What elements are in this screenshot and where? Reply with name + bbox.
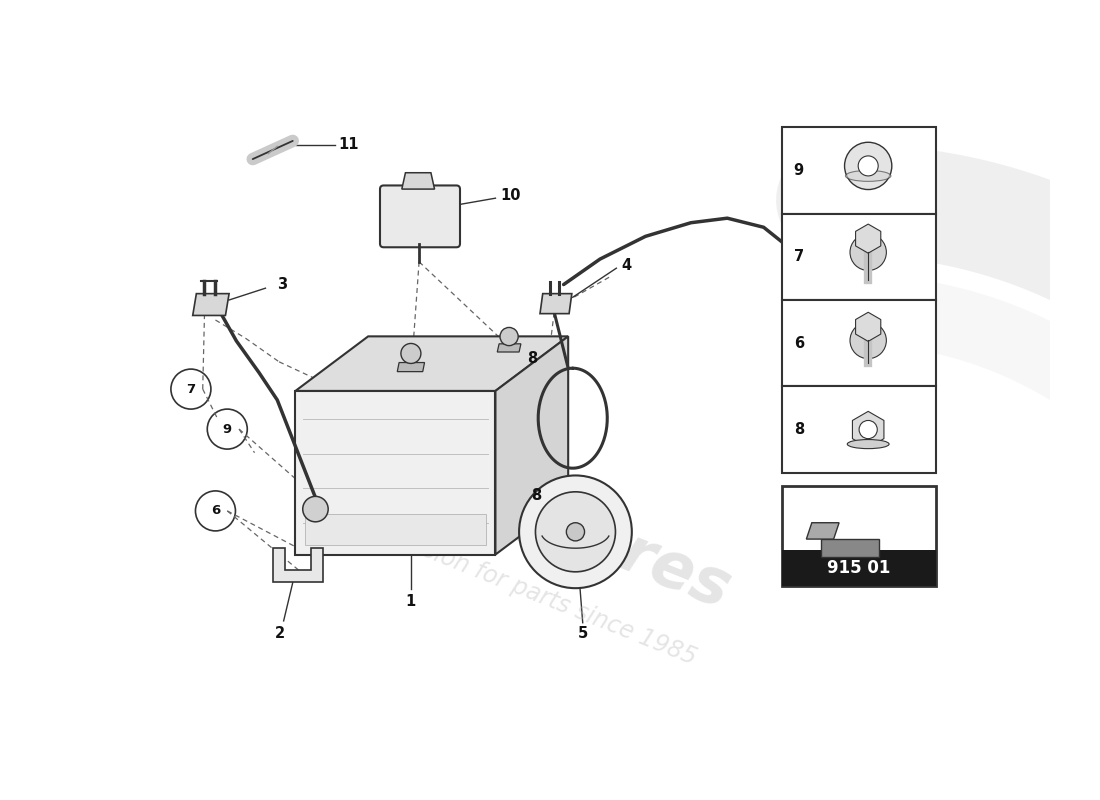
Text: 8: 8 (793, 422, 804, 437)
Polygon shape (497, 344, 521, 352)
Circle shape (850, 322, 887, 358)
Text: a passion for parts since 1985: a passion for parts since 1985 (360, 514, 700, 670)
Bar (782, 550, 936, 586)
Polygon shape (192, 294, 229, 315)
Text: 5: 5 (578, 626, 587, 641)
Circle shape (500, 327, 518, 346)
Polygon shape (806, 522, 839, 539)
Circle shape (400, 343, 421, 363)
Text: 9: 9 (222, 422, 232, 435)
Polygon shape (852, 411, 884, 448)
Polygon shape (296, 336, 569, 391)
Polygon shape (495, 336, 569, 554)
Text: 3: 3 (277, 277, 287, 292)
Text: 8: 8 (527, 350, 537, 366)
Polygon shape (540, 294, 572, 314)
Text: 915 01: 915 01 (827, 559, 891, 578)
Bar (782, 214, 936, 300)
Circle shape (196, 491, 235, 531)
Bar (782, 300, 936, 386)
Text: 6: 6 (793, 336, 804, 350)
Text: 10: 10 (500, 188, 520, 203)
Polygon shape (402, 173, 434, 189)
Polygon shape (397, 362, 425, 372)
FancyBboxPatch shape (379, 186, 460, 247)
Bar (782, 127, 936, 214)
Polygon shape (856, 312, 881, 342)
Bar (782, 386, 936, 473)
Text: 4: 4 (620, 258, 631, 273)
Polygon shape (856, 224, 881, 253)
Circle shape (859, 421, 878, 438)
Circle shape (519, 475, 631, 588)
Circle shape (170, 369, 211, 409)
Text: 7: 7 (186, 382, 196, 395)
Text: 2: 2 (275, 626, 285, 641)
Circle shape (858, 156, 878, 176)
Polygon shape (296, 391, 495, 554)
Circle shape (845, 142, 892, 190)
Circle shape (850, 234, 887, 270)
Circle shape (207, 409, 248, 449)
Text: eurospa res: eurospa res (321, 403, 739, 621)
Ellipse shape (846, 170, 891, 182)
Bar (782, 486, 936, 586)
Text: 7: 7 (793, 250, 804, 264)
Circle shape (302, 496, 328, 522)
Circle shape (566, 522, 584, 541)
Polygon shape (273, 548, 322, 582)
Text: 9: 9 (793, 163, 804, 178)
Text: 6: 6 (211, 505, 220, 518)
Polygon shape (821, 539, 879, 558)
Text: 1: 1 (406, 594, 416, 610)
Polygon shape (305, 514, 486, 546)
Circle shape (536, 492, 616, 572)
Ellipse shape (847, 439, 889, 449)
Text: 11: 11 (338, 137, 359, 152)
Text: 8: 8 (530, 488, 541, 503)
